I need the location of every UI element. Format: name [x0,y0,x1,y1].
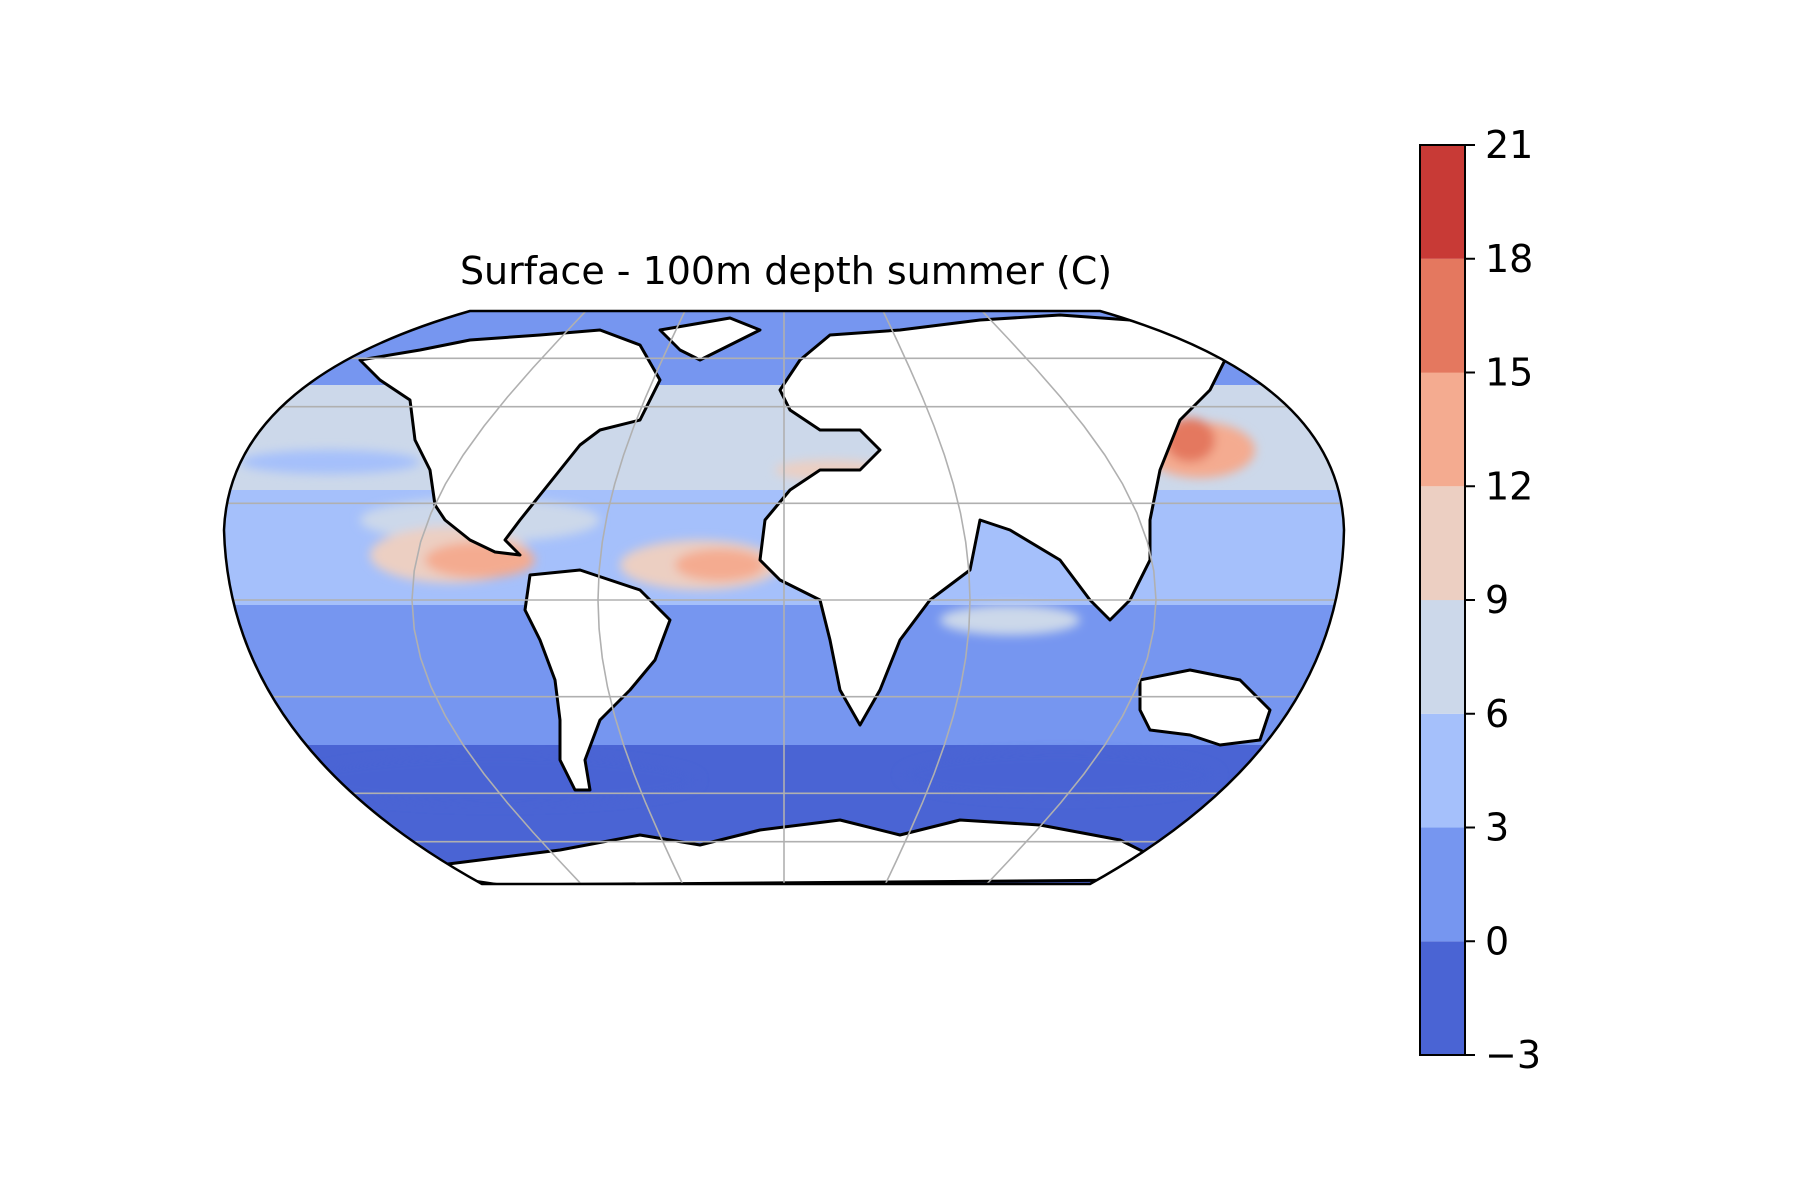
anomaly-east-pacific-core [425,542,535,578]
colorbar: −3 0 3 6 9 12 15 18 21 [1419,123,1541,1077]
anomaly-n-pacific-band [240,450,420,474]
colorbar-block [1420,258,1465,373]
anomaly-indian [940,605,1080,635]
colorbar-block [1420,372,1465,487]
greenland [658,316,762,362]
colorbar-tick-label: 12 [1485,464,1533,508]
north-america [358,328,662,557]
colorbar-tick-label: 6 [1485,692,1509,736]
colorbar-tick-label: −3 [1485,1033,1541,1077]
anomaly-southern-pacific [300,755,700,805]
map [222,309,1346,886]
chart-title: Surface - 100m depth summer (C) [460,249,1112,293]
colorbar-block [1420,486,1465,601]
australia [1138,668,1272,747]
south-america [523,568,672,792]
colorbar-tick-label: 21 [1485,123,1533,167]
meridian-line [881,311,971,884]
meridian-line [597,311,687,884]
meridian-line [411,311,588,884]
colorbar-tick-label: 15 [1485,351,1533,395]
colorbar-tick-label: 18 [1485,237,1533,281]
colorbar-block [1420,145,1465,259]
colorbar-tick-label: 3 [1485,806,1509,850]
anomaly-southern-indian [900,751,1220,799]
meridian-line [980,311,1157,884]
colorbar-block [1420,941,1465,1056]
colorbar-block [1420,827,1465,942]
graticule [224,311,1344,884]
anomaly-atlantic-core [675,549,765,581]
colorbar-block [1420,713,1465,828]
colorbar-tick-label: 9 [1485,578,1509,622]
map-outline [222,309,1346,886]
colorbar-block [1420,600,1465,714]
colorbar-tick-label: 0 [1485,919,1509,963]
